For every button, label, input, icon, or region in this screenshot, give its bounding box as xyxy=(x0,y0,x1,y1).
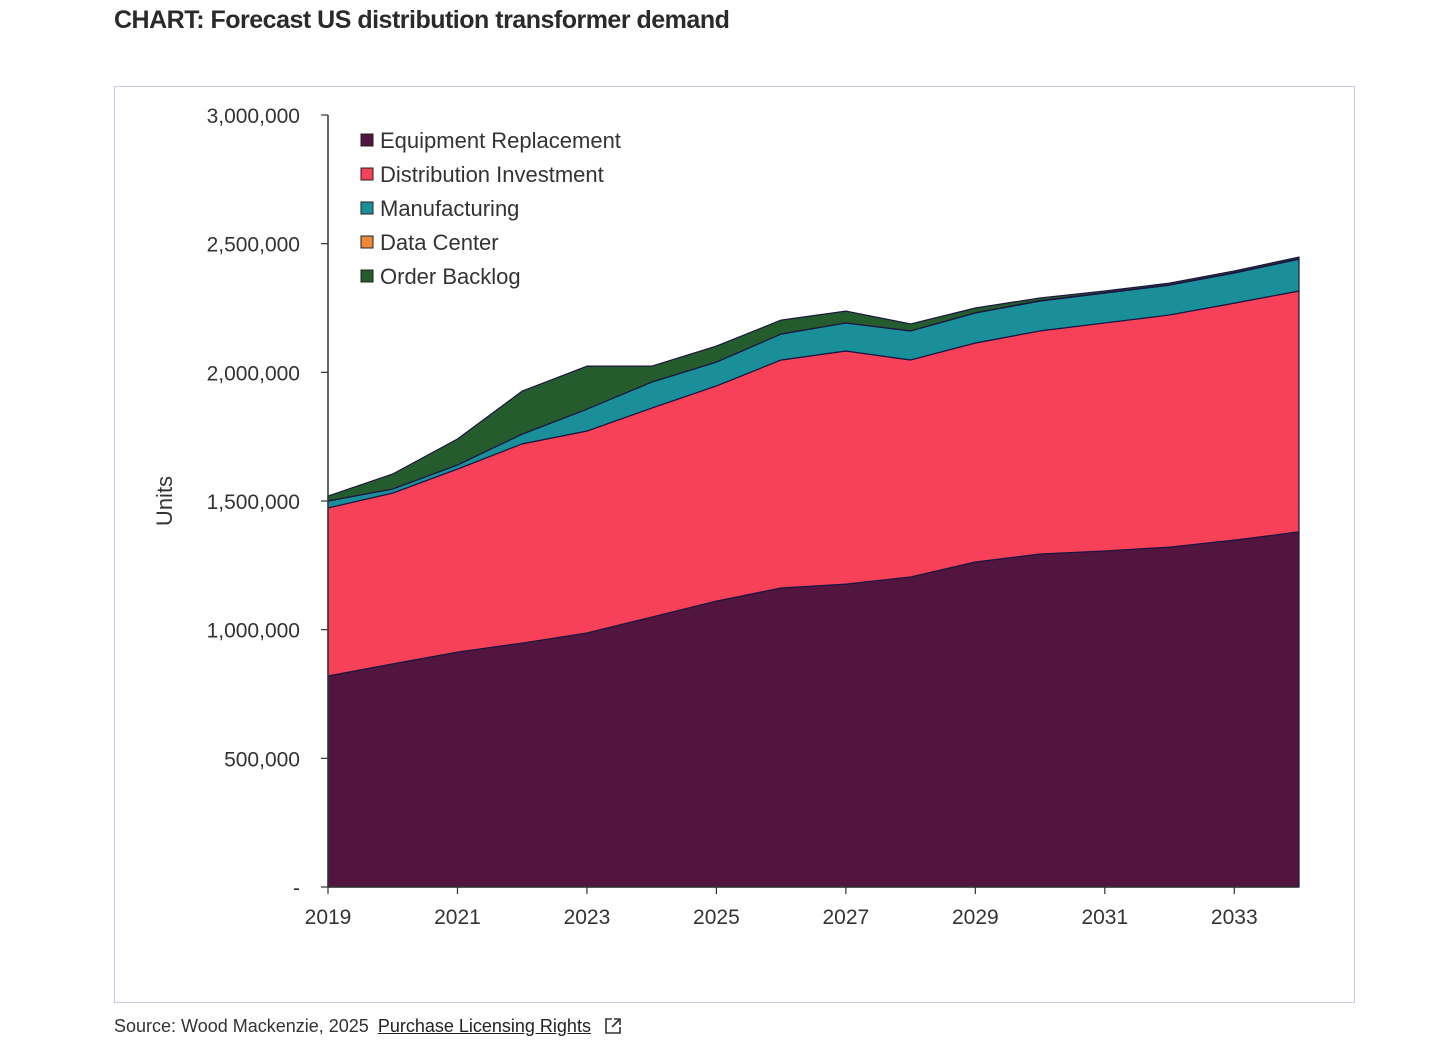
legend-label: Manufacturing xyxy=(380,196,519,221)
source-line: Source: Wood Mackenzie, 2025 Purchase Li… xyxy=(114,1016,622,1040)
legend-swatch xyxy=(360,235,374,249)
x-tick-label: 2025 xyxy=(693,906,740,929)
y-axis-label: Units xyxy=(152,476,177,526)
x-tick-label: 2027 xyxy=(823,906,870,929)
x-tick-label: 2031 xyxy=(1081,906,1128,929)
x-tick-label: 2021 xyxy=(434,906,481,929)
x-tick-label: 2029 xyxy=(952,906,999,929)
y-tick-label: 3,000,000 xyxy=(207,105,300,128)
chart-frame: - 500,000 1,000,000 1,500,000 2,000,000 2,500… xyxy=(114,86,1355,1003)
y-tick-label: 1,500,000 xyxy=(207,491,300,514)
y-tick-label: 500,000 xyxy=(224,748,300,771)
stacked-area-chart: - 500,000 1,000,000 1,500,000 2,000,000 2,500… xyxy=(152,105,1300,929)
x-tick-label: 2019 xyxy=(305,906,352,929)
y-tick-label: 1,000,000 xyxy=(207,620,300,643)
licensing-link[interactable]: Purchase Licensing Rights xyxy=(377,1016,591,1036)
legend-swatch xyxy=(360,269,374,283)
x-tick-label: 2023 xyxy=(564,906,611,929)
legend-swatch xyxy=(360,167,374,181)
source-text: Source: Wood Mackenzie, 2025 xyxy=(114,1016,369,1036)
legend-swatch xyxy=(360,133,374,147)
area-order-backlog xyxy=(327,256,1300,502)
page-title: CHART: Forecast US distribution transfor… xyxy=(114,6,730,34)
legend-label: Order Backlog xyxy=(380,264,521,289)
legend-label: Data Center xyxy=(380,230,499,255)
y-tick-label: 2,500,000 xyxy=(207,234,300,257)
y-tick-label: - xyxy=(293,877,300,900)
legend-label: Distribution Investment xyxy=(380,162,604,187)
legend-swatch xyxy=(360,201,374,215)
external-link-icon[interactable] xyxy=(604,1017,622,1040)
x-tick-label: 2033 xyxy=(1211,906,1258,929)
y-tick-label: 2,000,000 xyxy=(207,362,300,385)
legend-label: Equipment Replacement xyxy=(380,128,621,153)
